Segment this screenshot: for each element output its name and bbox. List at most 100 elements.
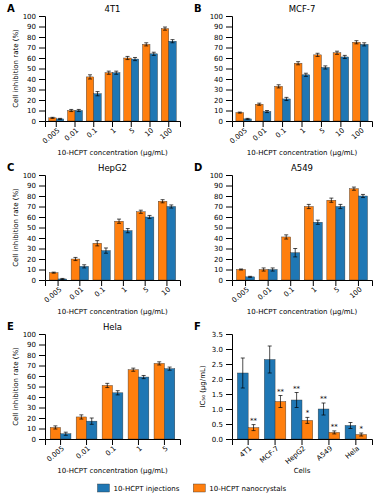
y-tick-mark [39,238,45,239]
error-bar [338,204,342,208]
y-axis: 0.00.51.01.52.02.53.03.5 [212,331,233,444]
x-tick-label: 0.1 [85,127,99,140]
panel-title: Hela [103,322,122,332]
y-tick-mark [226,186,232,187]
y-tick: 100 [23,172,45,180]
error-bar [284,97,288,100]
y-tick-label: 40 [214,235,223,243]
y-tick-label: 30 [27,86,36,94]
x-tick-label: 0.005 [43,286,63,305]
x-tick-label: 1 [310,286,319,295]
x-tick: 0.005 [45,439,65,464]
bar-series [61,367,175,439]
y-tick-label: 10 [27,107,36,115]
error-bar [271,268,275,271]
y-tick: 40 [214,76,232,84]
x-tick-label: 5 [142,286,151,295]
bar-series [244,43,368,121]
x-tick: 5 [161,439,170,454]
x-tick-label: 10 [160,286,172,298]
x-axis-line [233,440,373,446]
y-tick-mark [226,90,232,91]
panel: 01020304050607080901000.0050.010.1151010… [194,3,373,157]
y-tick: 50 [27,383,45,391]
legend-swatch [97,484,109,492]
bar [327,200,336,280]
x-tick-label: 1 [120,286,129,295]
y-tick-label: 100 [23,13,36,21]
x-tick-label: Hela [344,445,361,461]
y-tick-label: 50 [214,224,223,232]
panel-title: A549 [291,163,313,173]
bar [136,212,145,280]
error-bar [304,73,308,76]
x-axis-title: 10-HCPT concentration (μg/mL) [247,149,358,157]
y-tick-label: 20 [214,256,223,264]
x-tick-label: 0.1 [93,286,107,299]
y-tick-label: 80 [27,34,36,42]
y-axis-line [226,176,233,281]
y-tick-label: 2.0 [212,376,223,384]
panel: 01020304050607080901000.0050.010.11510He… [7,162,181,316]
y-tick: 60 [27,373,45,381]
bar-series [49,200,167,280]
y-tick-mark [39,334,45,335]
error-bar [144,43,148,46]
y-tick: 50 [27,65,45,73]
y-axis: 0102030405060708090100 [210,13,233,126]
y-tick: 20 [27,415,45,423]
panel-title: MCF-7 [289,4,316,14]
x-tick: 100 [159,121,174,141]
x-tick-label: 0.01 [75,445,92,461]
bar [56,119,64,121]
y-tick-mark [39,217,45,218]
annotation: ** [331,423,339,431]
error-bar [104,248,108,253]
plot-area [236,41,368,121]
bar [282,237,291,280]
error-bar [95,241,99,246]
y-tick-label: 0 [32,118,36,126]
x-tick-label: HepG2 [284,445,307,466]
y-tick-mark [39,249,45,250]
y-tick-mark [39,366,45,367]
bar [143,44,151,121]
legend: 10-HCPT injections10-HCPT nanocrystals [97,484,286,493]
y-tick: 40 [214,235,232,243]
panel-title: 4T1 [104,4,120,14]
bar [145,217,154,280]
plot-area [50,362,175,439]
y-tick: 70 [27,203,45,211]
bar [113,393,123,439]
x-tick-label: 5 [128,127,137,136]
error-bar [77,109,81,111]
y-tick: 80 [27,352,45,360]
x-tick: 0.1 [104,439,118,458]
bar [102,385,112,439]
bar [164,369,174,439]
error-bar [82,265,86,268]
x-tick: 10 [334,121,346,138]
y-tick-label: 0 [32,436,36,444]
y-tick-label: 10 [27,266,36,274]
x-tick: 0.01 [256,280,273,302]
error-bar [332,431,336,434]
y-tick-mark [226,259,232,260]
y-tick-label: 2.5 [212,361,223,369]
x-tick: 5 [142,280,151,295]
y-tick: 3.5 [212,331,232,339]
legend-item: 10-HCPT injections [97,484,179,493]
bar [102,251,111,280]
panel-label: D [194,162,202,173]
bar [294,63,302,121]
error-bar [171,40,175,43]
bar [302,75,310,121]
y-tick-label: 10 [214,266,223,274]
y-tick: 50 [27,224,45,232]
error-bar [116,391,120,395]
x-tick: 4T1 [238,439,253,459]
error-bar [262,268,266,271]
error-bar [316,53,320,56]
y-tick-mark [39,69,45,70]
y-tick-label: 60 [214,55,223,63]
